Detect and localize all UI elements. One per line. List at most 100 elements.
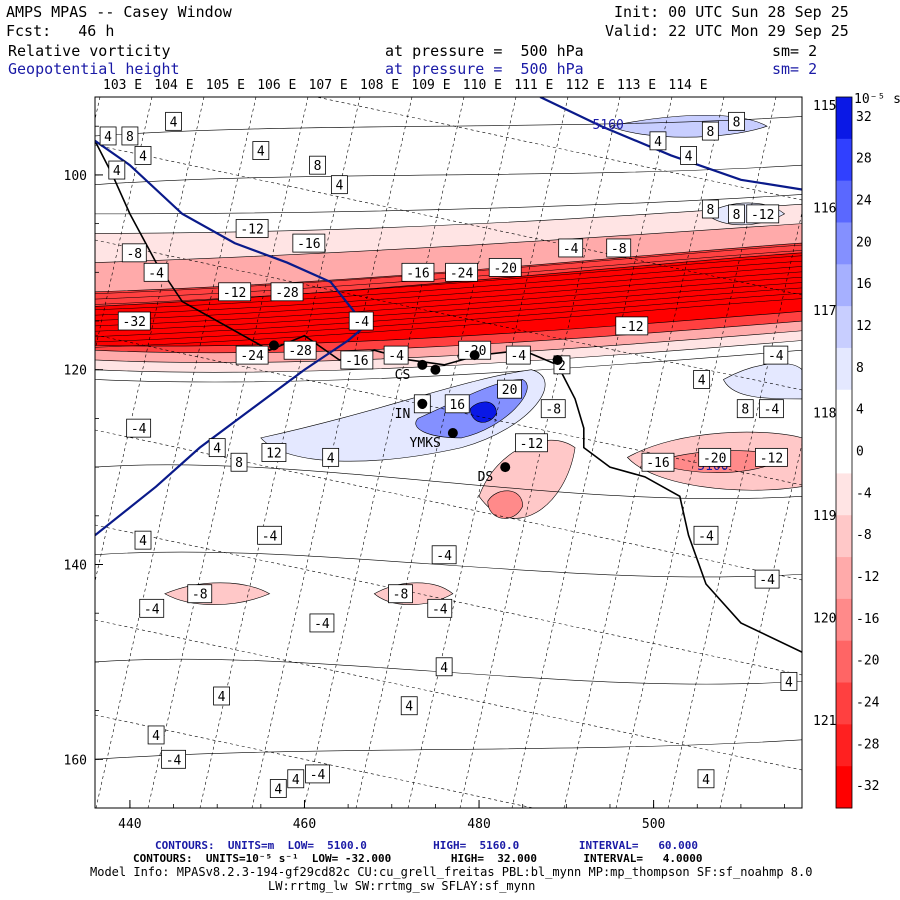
valid-time: Valid: 22 UTC Mon 29 Sep 25	[605, 22, 849, 40]
vorticity-value-text: -12	[240, 222, 263, 237]
vorticity-value-label: 4	[697, 769, 715, 789]
vorticity-value-label: -20	[488, 258, 522, 277]
x-tick-label: 440	[118, 817, 141, 832]
height-contour-label: 5160	[593, 118, 624, 133]
vorticity-value-label: -12	[235, 219, 269, 238]
vorticity-value-text: -20	[493, 261, 516, 276]
vorticity-value-text: -4	[436, 549, 452, 564]
colorbar-level-label: -24	[856, 695, 880, 710]
lon-label-top: 114 E	[668, 78, 707, 93]
vorticity-contour-line	[95, 276, 802, 327]
vorticity-value-label: 8	[701, 199, 719, 219]
colorbar-level-label: -16	[856, 612, 879, 627]
vorticity-value-text: 4	[274, 783, 282, 798]
init-time: Init: 00 UTC Sun 28 Sep 25	[614, 3, 849, 21]
colorbar-swatch	[836, 598, 852, 642]
colorbar-units: 10⁻⁵ s⁻¹	[854, 92, 900, 107]
colorbar-level-label: 0	[856, 445, 864, 460]
vorticity-value-label: 16	[444, 394, 470, 414]
vorticity-value-label: -4	[759, 399, 784, 419]
vorticity-value-label: -12	[515, 433, 548, 453]
vorticity-value-label: 4	[108, 160, 126, 180]
longitude-line	[95, 97, 205, 583]
station-label: DS	[478, 470, 494, 485]
vorticity-value-text: -4	[144, 602, 160, 617]
colorbar-swatch	[836, 347, 852, 391]
vorticity-region	[487, 490, 523, 519]
y-tick-label: 160	[64, 753, 87, 768]
vorticity-value-label: 4	[400, 696, 418, 716]
vorticity-value-text: 4	[139, 534, 147, 549]
vorticity-value-label: -4	[257, 525, 282, 545]
vorticity-value-text: -16	[345, 354, 368, 369]
vorticity-value-text: 4	[698, 373, 706, 388]
vorticity-value-label: -8	[187, 584, 213, 604]
vorticity-contour-line	[95, 298, 802, 348]
vorticity-value-text: -4	[432, 602, 448, 617]
vorticity-contour-line	[95, 164, 802, 185]
colorbar-swatch	[836, 724, 852, 767]
height-contour-info: CONTOURS: UNITS=m LOW= 5100.0 HIGH= 5160…	[155, 839, 699, 852]
vorticity-value-text: 12	[266, 447, 282, 462]
model-title: AMPS MPAS -- Casey Window	[6, 3, 232, 21]
lon-label-top: 110 E	[463, 78, 502, 93]
vorticity-value-label: 4	[134, 146, 152, 165]
vorticity-value-label: -4	[383, 345, 409, 365]
vorticity-value-label: 8	[309, 155, 326, 175]
vorticity-value-text: 4	[152, 729, 160, 744]
vorticity-value-label: -8	[606, 238, 632, 258]
height-contour-5160	[539, 97, 802, 191]
colorbar-swatch	[836, 222, 852, 265]
vorticity-value-text: -16	[646, 456, 669, 471]
vorticity-value-label: 8	[230, 452, 248, 472]
vorticity-value-text: -12	[620, 320, 643, 335]
vorticity-value-text: 4	[702, 773, 710, 788]
vorticity-value-label: 4	[680, 146, 697, 165]
longitude-line	[667, 211, 802, 808]
colorbar-level-label: -4	[856, 486, 872, 501]
vorticity-value-text: -4	[314, 617, 330, 632]
vorticity-value-text: -4	[166, 753, 182, 768]
vorticity-value-label: -32	[117, 311, 151, 331]
colorbar-swatch	[836, 515, 852, 558]
vorticity-value-label: 8	[728, 204, 745, 224]
vorticity-value-text: -4	[759, 573, 775, 588]
vorticity-value-label: 8	[701, 121, 719, 141]
vorticity-value-label: -8	[121, 243, 147, 263]
vorticity-value-text: -4	[764, 403, 780, 418]
colorbar-level-label: 32	[856, 110, 872, 125]
colorbar-level-label: -8	[856, 528, 872, 543]
vorticity-value-text: -4	[698, 529, 714, 544]
vorticity-value-text: 4	[113, 164, 121, 179]
vorticity-value-text: 4	[218, 690, 226, 705]
vorticity-value-text: 4	[685, 149, 693, 164]
station-marker	[500, 462, 511, 473]
vorticity-value-text: 8	[733, 115, 741, 130]
vorticity-value-label: -12	[755, 447, 788, 467]
latitude-line	[95, 239, 802, 391]
model-info-physics: LW:rrtmg_lw SW:rrtmg_sw SFLAY:sf_mynn	[268, 879, 536, 893]
vorticity-region	[164, 582, 271, 605]
colorbar-level-label: 8	[856, 361, 864, 376]
vorticity-contour-line	[95, 282, 802, 332]
vorticity-value-text: 8	[706, 125, 714, 140]
lon-label-top: 108 E	[360, 78, 399, 93]
vorticity-value-text: -12	[760, 451, 783, 466]
vorticity-value-text: -20	[703, 451, 726, 466]
colorbar-swatch	[836, 431, 852, 474]
vorticity-value-label: 8	[736, 399, 754, 419]
vorticity-value-label: -16	[340, 350, 374, 370]
colorbar-level-label: -28	[856, 737, 879, 752]
vorticity-value-text: 8	[235, 456, 243, 471]
vorticity-value-text: 8	[741, 403, 749, 418]
label-layer: 51605100448448444884-12-8-16-4-16-24-20-…	[99, 111, 798, 798]
colorbar-swatch	[836, 389, 852, 433]
colorbar-swatch	[836, 138, 852, 182]
longitude-line	[511, 97, 673, 808]
station-marker	[417, 398, 428, 409]
map-layer	[95, 97, 802, 808]
vorticity-value-text: -8	[393, 588, 409, 603]
vorticity-value-label: -4	[143, 262, 169, 282]
colorbar-level-label: 28	[856, 152, 872, 167]
vorticity-value-label: 4	[134, 530, 152, 550]
